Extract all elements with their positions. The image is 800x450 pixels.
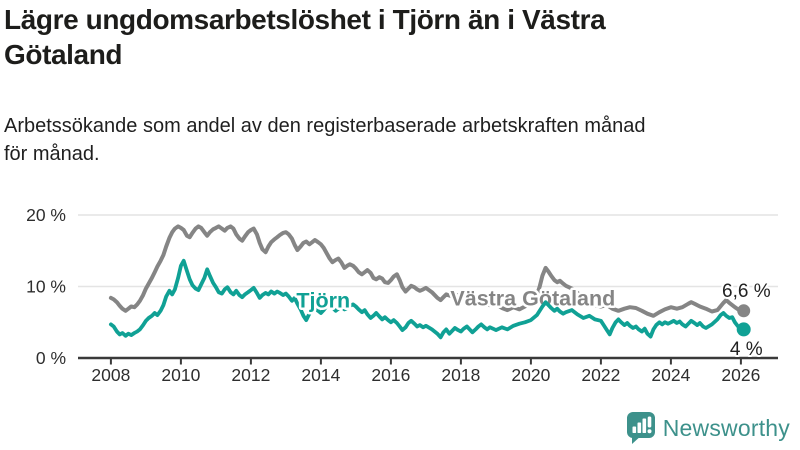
x-tick-label: 2026: [721, 365, 760, 385]
x-tick-label: 2012: [231, 365, 270, 385]
newsworthy-logo[interactable]: Newsworthy: [626, 411, 790, 445]
y-tick-label: 20 %: [26, 205, 66, 225]
series-end-value-label: 6,6 %: [722, 281, 771, 302]
y-tick-label: 10 %: [26, 277, 66, 297]
x-tick-label: 2024: [651, 365, 690, 385]
series-line-tj-rn: [109, 258, 746, 340]
series-label: Västra Götaland: [450, 286, 615, 310]
newsworthy-wordmark: Newsworthy: [662, 414, 790, 441]
series-end-value-label: 4 %: [730, 339, 763, 360]
x-tick-label: 2022: [581, 365, 620, 385]
newsworthy-bubble-chart-icon: [626, 412, 655, 444]
line-chart: 2008 2010 2012 2014 2016 2018 2020 2022 2024 2026…: [26, 205, 778, 385]
x-tick-label: 2020: [511, 365, 550, 385]
x-tick-label: 2008: [91, 365, 130, 385]
x-tick-label: 2014: [301, 365, 340, 385]
series-end-dot: [736, 322, 751, 337]
x-tick-label: 2016: [371, 365, 410, 385]
x-tick-label: 2018: [441, 365, 480, 385]
y-tick-label: 0 %: [36, 348, 66, 368]
series-label: Tjörn: [296, 289, 350, 313]
chart-subtitle: Arbetssökande som andel av den registerb…: [4, 115, 646, 165]
series-end-dot: [737, 304, 751, 318]
page-title: Lägre ungdomsarbetslöshet i Tjörn än i V…: [4, 4, 606, 70]
series-line-v-stra-g-taland: [108, 224, 746, 318]
x-tick-label: 2010: [161, 365, 200, 385]
